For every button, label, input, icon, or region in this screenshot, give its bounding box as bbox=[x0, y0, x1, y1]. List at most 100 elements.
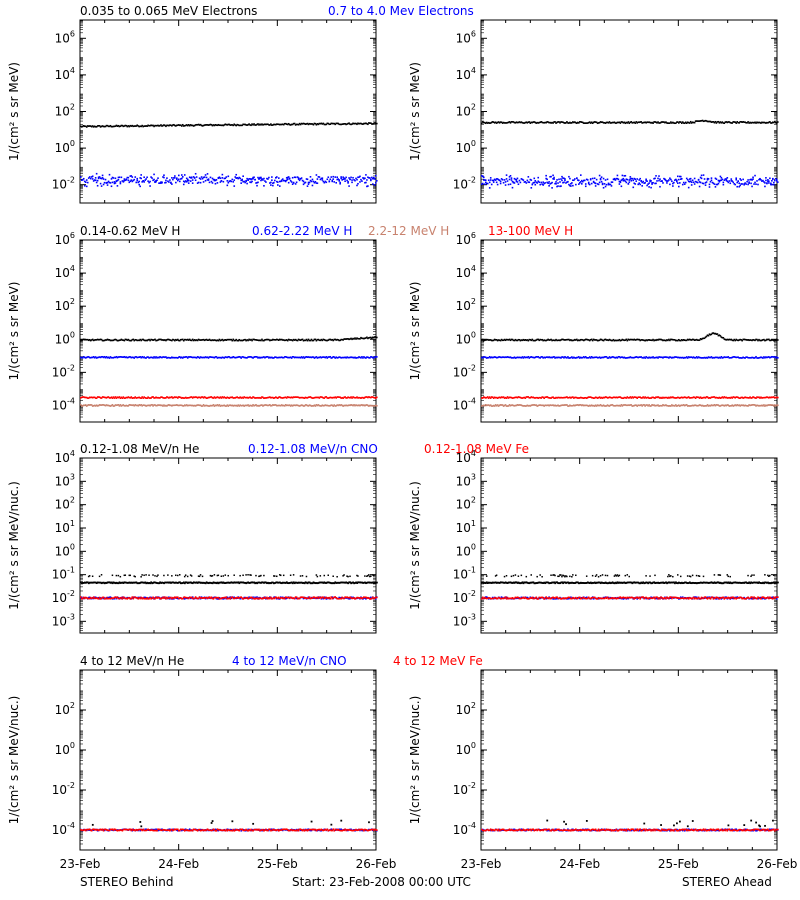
data-point bbox=[109, 405, 112, 407]
data-point bbox=[140, 397, 142, 399]
data-point bbox=[369, 177, 371, 179]
data-point bbox=[255, 397, 257, 399]
y-tick-label: 10-2 bbox=[52, 589, 75, 605]
data-point bbox=[315, 396, 318, 399]
data-point bbox=[628, 181, 631, 183]
data-point bbox=[255, 124, 257, 126]
data-point bbox=[101, 177, 104, 179]
data-point bbox=[743, 183, 745, 186]
data-point bbox=[732, 181, 735, 184]
data-point bbox=[757, 183, 759, 186]
data-point bbox=[568, 338, 570, 341]
data-point bbox=[602, 356, 605, 359]
data-point bbox=[504, 181, 507, 183]
data-point bbox=[572, 357, 574, 359]
data-point bbox=[255, 339, 257, 341]
data-point bbox=[196, 397, 199, 399]
data-point bbox=[112, 396, 115, 398]
data-point bbox=[535, 404, 538, 406]
data-point bbox=[166, 396, 168, 398]
data-point bbox=[374, 178, 376, 180]
data-point bbox=[371, 396, 373, 398]
data-point bbox=[689, 180, 692, 182]
data-point bbox=[249, 178, 251, 180]
data-point bbox=[331, 356, 334, 359]
data-point bbox=[491, 339, 494, 342]
data-point bbox=[349, 356, 351, 359]
data-point bbox=[114, 125, 117, 127]
data-point bbox=[598, 181, 601, 184]
data-point bbox=[559, 405, 561, 407]
data-point bbox=[537, 180, 540, 183]
data-point bbox=[524, 339, 527, 341]
data-point bbox=[143, 339, 145, 342]
data-point bbox=[335, 356, 338, 358]
data-point bbox=[273, 404, 275, 406]
data-point bbox=[185, 177, 188, 180]
data-point bbox=[682, 122, 685, 124]
data-point bbox=[657, 339, 659, 341]
data-point bbox=[588, 339, 591, 342]
data-point bbox=[134, 396, 137, 398]
data-point bbox=[226, 184, 229, 187]
data-point bbox=[109, 356, 112, 358]
data-point bbox=[757, 121, 759, 124]
data-point bbox=[283, 339, 286, 342]
data-point bbox=[571, 121, 573, 124]
data-point bbox=[136, 124, 139, 127]
data-point bbox=[349, 404, 351, 407]
data-point bbox=[238, 397, 240, 399]
data-point bbox=[525, 339, 528, 342]
data-point bbox=[115, 404, 118, 407]
data-point bbox=[339, 182, 341, 185]
y-tick-label: 102 bbox=[55, 103, 75, 119]
data-point bbox=[202, 176, 205, 179]
data-point bbox=[619, 339, 622, 342]
data-point bbox=[105, 339, 108, 341]
data-point bbox=[99, 356, 102, 359]
data-point bbox=[346, 397, 348, 399]
data-point bbox=[113, 397, 116, 399]
data-point bbox=[758, 357, 760, 359]
data-point bbox=[274, 356, 276, 358]
data-point bbox=[164, 339, 166, 341]
data-point bbox=[556, 404, 558, 407]
data-point bbox=[297, 396, 300, 399]
data-point bbox=[726, 338, 729, 341]
data-point bbox=[490, 405, 493, 407]
data-point bbox=[127, 396, 130, 398]
data-point bbox=[554, 182, 556, 185]
data-point bbox=[707, 334, 710, 337]
data-point bbox=[159, 338, 161, 341]
data-point bbox=[360, 178, 362, 181]
data-point bbox=[646, 339, 648, 342]
data-point bbox=[90, 404, 93, 406]
data-point bbox=[222, 396, 225, 399]
data-point bbox=[580, 338, 583, 341]
data-point bbox=[619, 180, 622, 183]
data-point bbox=[238, 405, 240, 407]
data-point bbox=[90, 356, 93, 359]
data-point bbox=[553, 356, 555, 358]
data-point bbox=[152, 339, 154, 341]
data-point bbox=[260, 339, 262, 342]
data-point bbox=[296, 356, 299, 359]
data-point bbox=[282, 179, 285, 182]
data-point bbox=[606, 357, 609, 359]
data-point bbox=[169, 124, 171, 126]
data-point bbox=[759, 356, 761, 359]
data-point bbox=[770, 183, 772, 186]
data-point bbox=[596, 122, 599, 125]
data-point bbox=[350, 123, 352, 126]
data-point bbox=[604, 356, 607, 358]
data-point bbox=[316, 396, 319, 399]
data-point bbox=[760, 339, 762, 342]
data-point bbox=[188, 176, 191, 179]
data-point bbox=[485, 404, 488, 407]
data-point bbox=[567, 405, 569, 407]
data-point bbox=[522, 122, 525, 124]
data-point bbox=[774, 121, 776, 123]
data-point bbox=[654, 182, 656, 185]
data-point bbox=[88, 176, 91, 178]
data-point bbox=[532, 182, 535, 184]
